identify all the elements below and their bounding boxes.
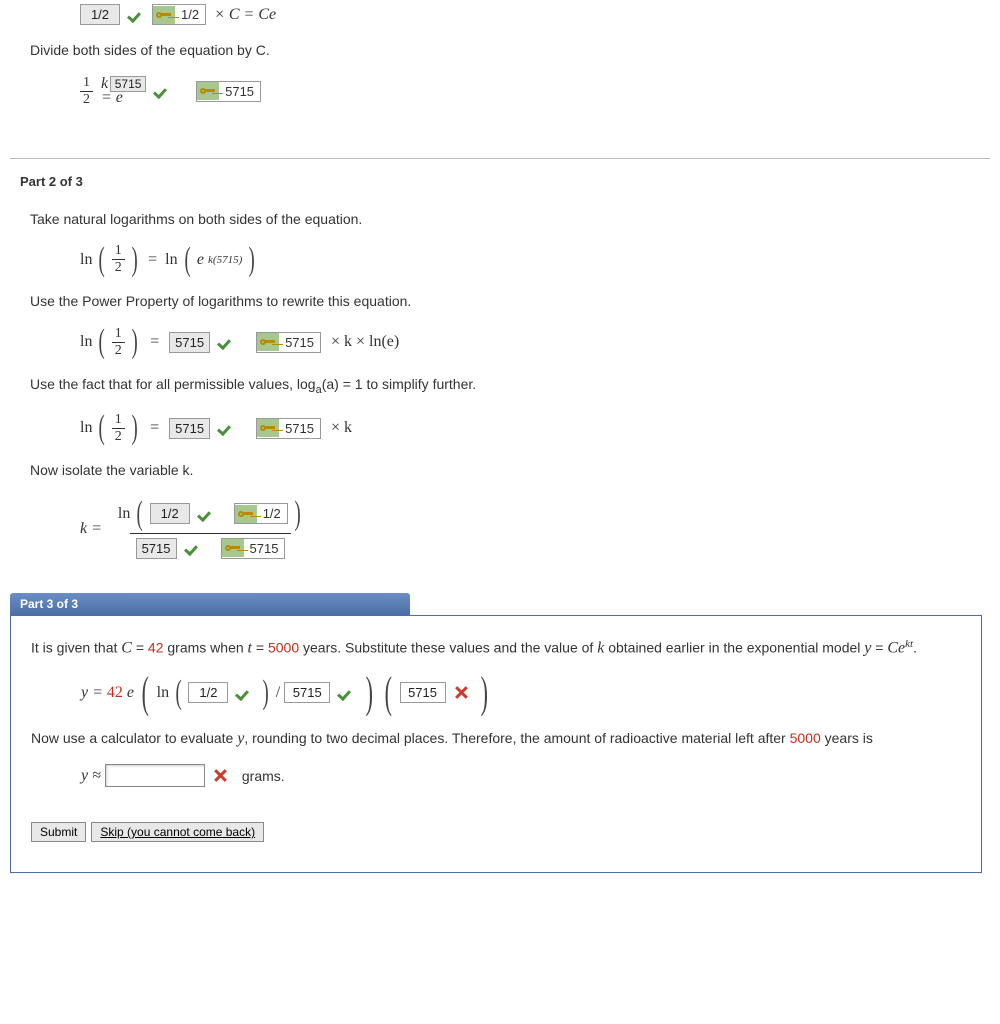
key-answer: 5715 — [256, 418, 321, 439]
key-icon — [238, 507, 254, 521]
key-answer: 5715 — [221, 538, 286, 559]
answer-box: 5715 — [169, 418, 210, 439]
check-icon — [198, 507, 214, 521]
key-icon — [200, 84, 216, 98]
key-answer: 1/2 — [234, 503, 288, 524]
key-answer: 5715 — [256, 332, 321, 353]
cross-icon — [454, 685, 469, 700]
key-answer: 1/2 — [152, 4, 206, 25]
instruction-text: Divide both sides of the equation by C. — [30, 41, 970, 61]
check-icon — [185, 541, 201, 555]
answer-box: 1/2 — [188, 682, 228, 703]
key-icon — [156, 8, 172, 22]
check-icon — [128, 8, 144, 22]
answer-box: 1/2 — [150, 503, 190, 524]
skip-button[interactable]: Skip (you cannot come back) — [91, 822, 264, 842]
key-icon — [225, 541, 241, 555]
answer-box: 5715 — [169, 332, 210, 353]
part-3-header: Part 3 of 3 — [10, 593, 410, 615]
part-3-box: It is given that C = 42 grams when t = 5… — [10, 615, 982, 873]
instruction-text: Now use a calculator to evaluate y, roun… — [31, 728, 961, 750]
instruction-text: Use the fact that for all permissible va… — [30, 375, 970, 398]
fraction-half: 1 2 — [80, 75, 93, 108]
instruction-text: It is given that C = 42 grams when t = 5… — [31, 637, 961, 660]
final-answer-input[interactable] — [105, 764, 205, 787]
submit-button[interactable]: Submit — [31, 822, 86, 842]
k-fraction: ln ( 1/2 1/2 ) 5715 — [112, 495, 309, 563]
check-icon — [218, 421, 234, 435]
check-icon — [218, 335, 234, 349]
key-icon — [260, 421, 276, 435]
answer-box: 5715 — [284, 682, 330, 703]
instruction-text: Now isolate the variable k. — [30, 461, 970, 481]
answer-box: 5715 — [400, 682, 446, 703]
key-answer: 5715 — [196, 81, 261, 102]
instruction-text: Take natural logarithms on both sides of… — [30, 210, 970, 230]
answer-box: 1/2 — [80, 4, 120, 25]
key-icon — [260, 335, 276, 349]
check-icon — [154, 84, 170, 98]
instruction-text: Use the Power Property of logarithms to … — [30, 292, 970, 312]
math-text: × C = Ce — [214, 6, 276, 24]
part-2-label: Part 2 of 3 — [10, 159, 990, 194]
answer-box: 5715 — [136, 538, 177, 559]
cross-icon — [213, 768, 228, 783]
fraction-half: 12 — [112, 243, 125, 276]
check-icon — [236, 686, 252, 700]
check-icon — [338, 686, 354, 700]
